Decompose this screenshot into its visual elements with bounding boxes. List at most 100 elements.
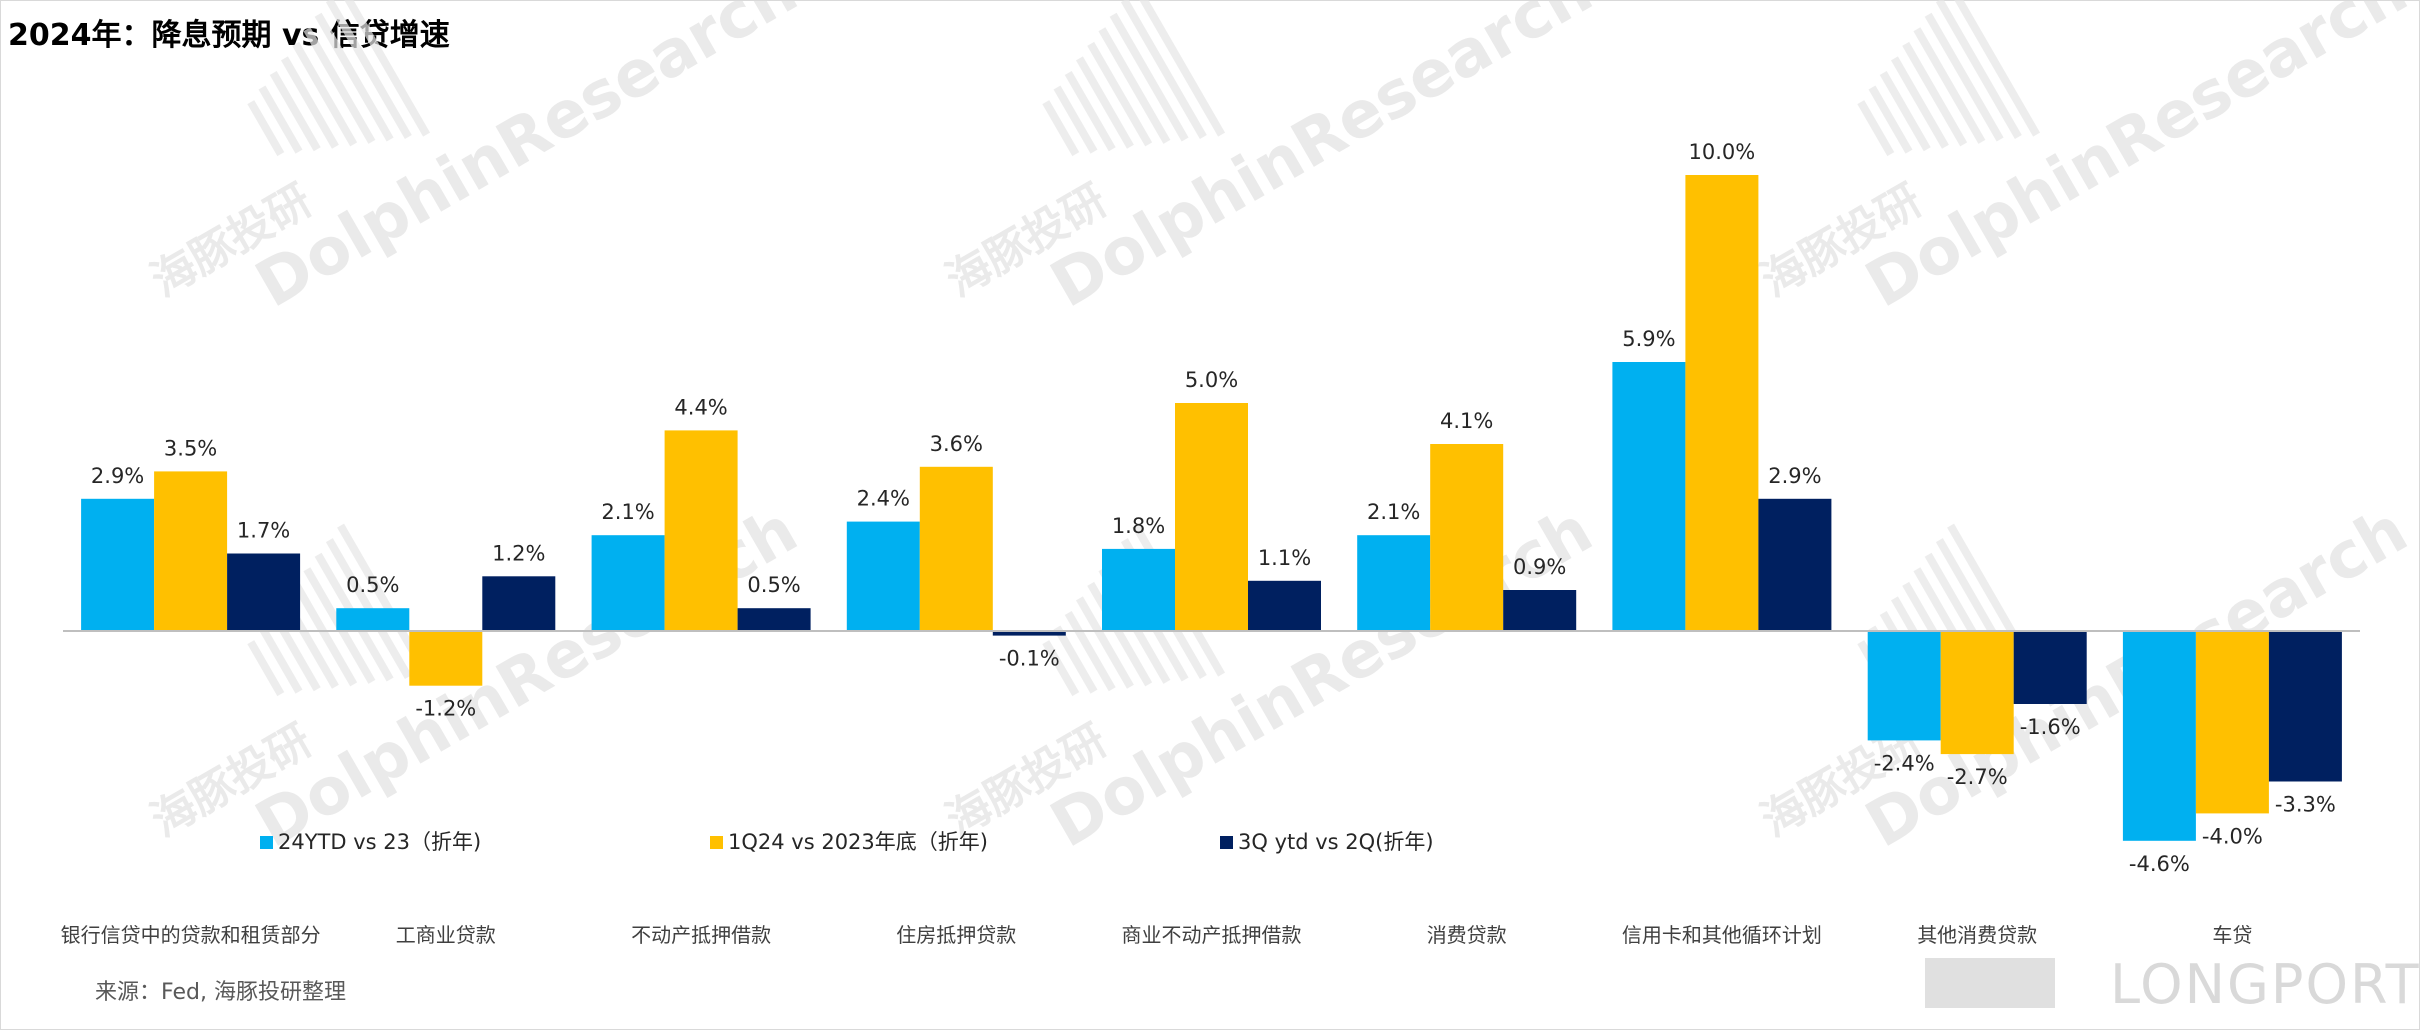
watermark-stripe [337,0,431,137]
data-label: 0.5% [747,573,800,597]
bar-s3-c1 [227,553,301,631]
data-label: 2.1% [601,500,654,524]
watermark-stripe [1132,0,1226,137]
data-label: -2.7% [1947,765,2008,789]
data-label: 1.2% [492,541,545,565]
data-label: 1.7% [237,519,290,543]
watermark-stripe [258,625,303,694]
bar-s2-c8 [1940,631,2014,755]
data-label: 2.9% [91,464,144,488]
category-label: 工商业贷款 [396,923,496,947]
watermark-stripe [247,100,285,157]
bar-s3-c5 [1248,580,1321,631]
data-label: 0.5% [346,573,399,597]
watermark-stripe [1087,41,1153,147]
bar-s1-c1 [81,498,155,631]
watermark-text-en: DolphinResearch [1854,0,2420,323]
brand-text: LONGPORT [2110,953,2421,1016]
watermark-text-en: DolphinResearch [1039,0,1605,323]
watermark-stripe [247,640,285,697]
bar-s1-c3 [591,535,665,631]
bar-s2-c4 [919,466,993,631]
category-label: 银行信贷中的贷款和租赁部分 [61,923,321,947]
category-label: 信用卡和其他循环计划 [1622,923,1822,947]
watermark-stripe [325,0,412,140]
watermark-stripe [1890,56,1949,149]
category-label: 商业不动产抵押借款 [1122,923,1302,947]
data-label: 3.6% [930,432,983,456]
legend-swatch [710,836,723,849]
bar-s1-c8 [1867,631,1941,741]
watermark-stripe [269,70,321,152]
bar-s2-c9 [2195,631,2269,814]
bar-s3-c9 [2268,631,2342,782]
watermark-stripe [1868,85,1913,154]
watermark-stripe [1947,0,2041,137]
bar-s3-c7 [1758,498,1832,631]
category-label: 其他消费贷款 [1917,923,2037,947]
legend-label: 3Q ytd vs 2Q(折年) [1238,830,1434,854]
legend-label: 1Q24 vs 2023年底（折年) [728,830,988,854]
bar-s2-c6 [1430,444,1504,631]
watermark-stripe [258,85,303,154]
watermark-stripe [1075,56,1134,149]
bar-s1-c9 [2122,631,2196,841]
bar-s1-c6 [1357,535,1431,631]
bar-s1-c2 [336,608,410,631]
bar-s3-c3 [737,608,811,631]
data-label: 1.8% [1112,514,1165,538]
data-label: -3.3% [2275,793,2336,817]
data-label: -0.1% [999,647,1060,671]
watermark-stripe [1857,100,1895,157]
watermark-stripe [1075,596,1134,689]
bar-s3-c4 [992,631,1066,636]
bar-s1-c5 [1102,548,1175,631]
legend-swatch [1220,836,1233,849]
data-label: 5.9% [1622,327,1675,351]
data-label: 2.4% [857,487,910,511]
watermark-stripe [1109,12,1189,142]
watermark-stripe [1064,70,1116,152]
data-label: -1.6% [2020,715,2081,739]
watermark-stripe [1042,100,1080,157]
watermark-stripe [1935,0,2022,140]
data-label: 4.1% [1440,409,1493,433]
watermark-stripe [1902,41,1968,147]
bar-s2-c7 [1685,175,1759,631]
category-labels-group: 银行信贷中的贷款和租赁部分 工商业贷款 不动产抵押借款 住房抵押贷款 商业不动产抵押借款… [61,923,2253,947]
watermark-stripe [1053,85,1098,154]
data-label: 10.0% [1689,140,1756,164]
watermark-stripe [314,12,394,142]
watermark-stripe [292,581,358,687]
watermark-stripe [1120,0,1207,140]
watermark-stripe [1053,625,1098,694]
bar-labels-group: 2.9% 3.5% 1.7% 0.5% -1.2% 1.2% 2.1% 4.4% 0.5% 2.4… [91,140,2336,876]
legend-label: 24YTD vs 23（折年) [278,830,481,854]
brand-logo-block [1925,958,2055,1008]
data-label: -1.2% [415,697,476,721]
data-label: 2.9% [1768,464,1821,488]
data-label: 2.1% [1367,500,1420,524]
watermark-stripe [1913,27,1986,144]
data-label: 0.9% [1513,555,1566,579]
bar-s2-c3 [664,430,738,631]
data-label: 1.1% [1258,546,1311,570]
category-label: 不动产抵押借款 [631,923,771,947]
data-label: -4.0% [2202,824,2263,848]
watermark-stripe [303,27,376,144]
data-label: 3.5% [164,436,217,460]
watermark-stripe [280,56,339,149]
data-label: -4.6% [2129,852,2190,876]
category-label: 车贷 [2212,923,2252,947]
category-label: 住房抵押贷款 [896,923,1016,947]
longport-logo: LONGPORT [1925,953,2421,1016]
legend: 24YTD vs 23（折年) 1Q24 vs 2023年底（折年) 3Q ytd … [260,830,1434,854]
watermark-text-en: DolphinResearch [244,0,810,323]
watermark-stripe [1042,640,1080,697]
bar-s2-c1 [154,471,228,631]
bar-s2-c5 [1175,403,1248,631]
